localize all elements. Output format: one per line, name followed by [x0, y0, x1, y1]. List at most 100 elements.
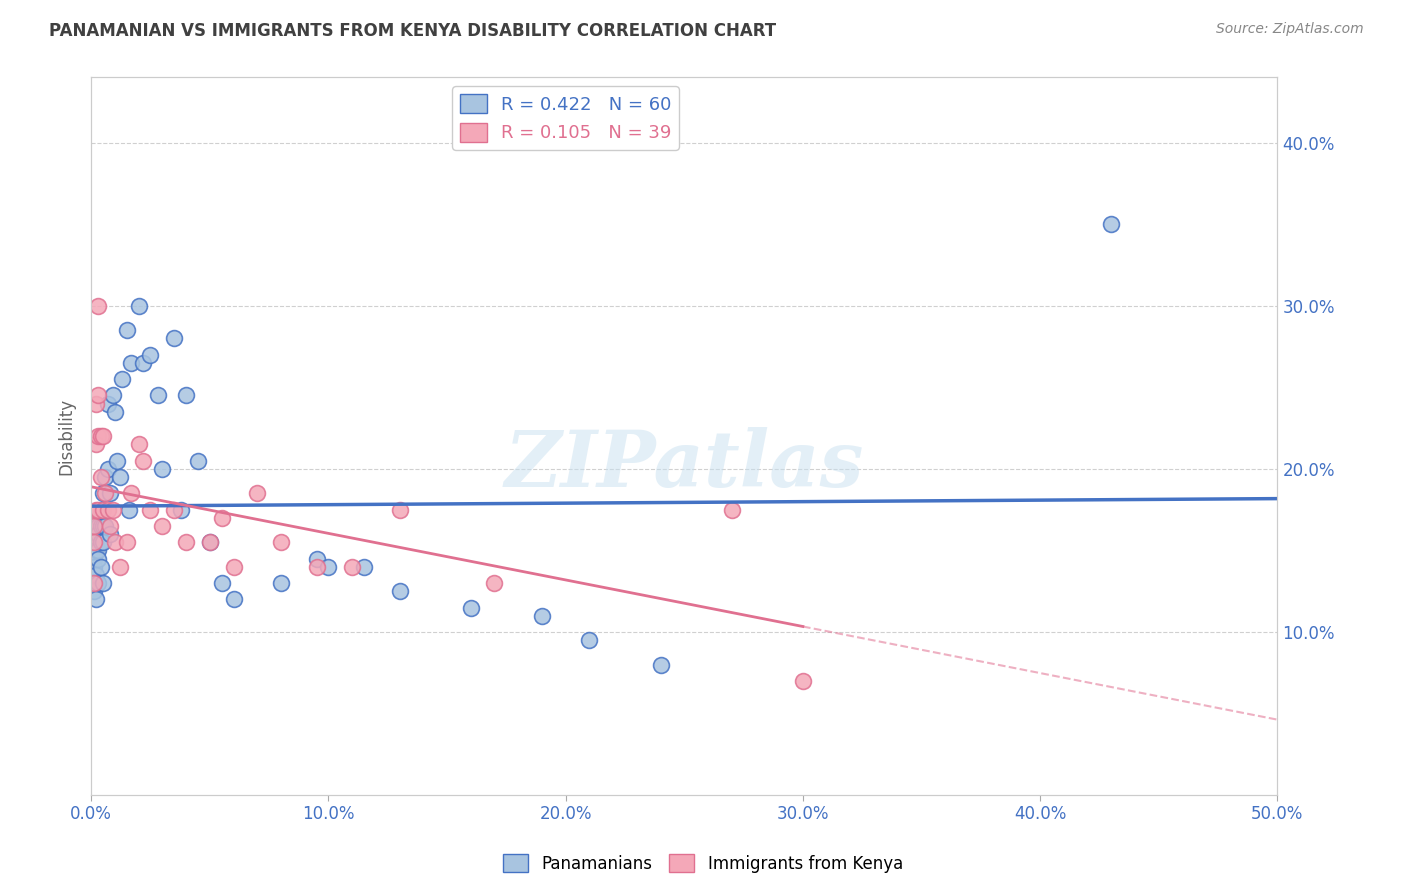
Point — [115, 323, 138, 337]
Point — [83, 535, 105, 549]
Point — [101, 502, 124, 516]
Point — [108, 470, 131, 484]
Point — [118, 502, 141, 516]
Point — [305, 551, 328, 566]
Point — [87, 299, 110, 313]
Point — [650, 657, 672, 672]
Point — [530, 608, 553, 623]
Point — [121, 356, 143, 370]
Point — [87, 551, 110, 566]
Point — [222, 559, 245, 574]
Point — [98, 519, 121, 533]
Point — [83, 551, 105, 566]
Point — [340, 559, 363, 574]
Point — [87, 429, 110, 443]
Point — [163, 331, 186, 345]
Point — [128, 437, 150, 451]
Point — [83, 559, 105, 574]
Point — [270, 535, 292, 549]
Point — [305, 559, 328, 574]
Point — [90, 519, 112, 533]
Point — [353, 559, 375, 574]
Point — [91, 535, 114, 549]
Point — [163, 502, 186, 516]
Point — [150, 519, 173, 533]
Point — [87, 519, 110, 533]
Point — [187, 453, 209, 467]
Point — [720, 502, 742, 516]
Point — [460, 600, 482, 615]
Point — [87, 527, 110, 541]
Point — [84, 535, 107, 549]
Point — [91, 502, 114, 516]
Point — [174, 535, 197, 549]
Point — [139, 502, 162, 516]
Point — [97, 502, 120, 516]
Point — [111, 372, 134, 386]
Point — [105, 453, 128, 467]
Point — [83, 519, 105, 533]
Point — [90, 470, 112, 484]
Point — [121, 486, 143, 500]
Point — [98, 527, 121, 541]
Point — [90, 535, 112, 549]
Point — [84, 543, 107, 558]
Point — [83, 576, 105, 591]
Text: Source: ZipAtlas.com: Source: ZipAtlas.com — [1216, 22, 1364, 37]
Point — [211, 510, 233, 524]
Point — [146, 388, 169, 402]
Point — [87, 502, 110, 516]
Point — [98, 486, 121, 500]
Point — [87, 543, 110, 558]
Point — [97, 462, 120, 476]
Point — [94, 486, 117, 500]
Point — [90, 502, 112, 516]
Point — [484, 576, 506, 591]
Point — [97, 397, 120, 411]
Point — [150, 462, 173, 476]
Point — [792, 673, 814, 688]
Point — [90, 429, 112, 443]
Point — [104, 405, 127, 419]
Point — [246, 486, 269, 500]
Point — [139, 348, 162, 362]
Point — [132, 356, 155, 370]
Point — [90, 559, 112, 574]
Point — [318, 559, 340, 574]
Point — [198, 535, 221, 549]
Point — [211, 576, 233, 591]
Point — [388, 502, 411, 516]
Point — [84, 437, 107, 451]
Point — [91, 486, 114, 500]
Legend: Panamanians, Immigrants from Kenya: Panamanians, Immigrants from Kenya — [496, 847, 910, 880]
Point — [578, 633, 600, 648]
Point — [87, 576, 110, 591]
Point — [1099, 217, 1122, 231]
Point — [174, 388, 197, 402]
Point — [87, 510, 110, 524]
Point — [83, 584, 105, 599]
Point — [91, 429, 114, 443]
Point — [87, 388, 110, 402]
Point — [83, 535, 105, 549]
Text: ZIPatlas: ZIPatlas — [505, 426, 863, 503]
Point — [84, 527, 107, 541]
Point — [101, 388, 124, 402]
Point — [270, 576, 292, 591]
Point — [115, 535, 138, 549]
Point — [91, 576, 114, 591]
Point — [84, 502, 107, 516]
Point — [83, 543, 105, 558]
Point — [84, 397, 107, 411]
Legend: R = 0.422   N = 60, R = 0.105   N = 39: R = 0.422 N = 60, R = 0.105 N = 39 — [453, 87, 679, 150]
Y-axis label: Disability: Disability — [58, 398, 75, 475]
Point — [170, 502, 193, 516]
Point — [84, 567, 107, 582]
Point — [222, 592, 245, 607]
Text: PANAMANIAN VS IMMIGRANTS FROM KENYA DISABILITY CORRELATION CHART: PANAMANIAN VS IMMIGRANTS FROM KENYA DISA… — [49, 22, 776, 40]
Point — [91, 519, 114, 533]
Point — [94, 519, 117, 533]
Point — [104, 535, 127, 549]
Point — [94, 470, 117, 484]
Point — [108, 559, 131, 574]
